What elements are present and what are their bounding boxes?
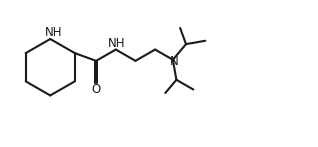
Text: N: N bbox=[169, 55, 178, 68]
Text: NH: NH bbox=[45, 26, 63, 39]
Text: NH: NH bbox=[108, 37, 126, 50]
Text: O: O bbox=[92, 83, 101, 96]
